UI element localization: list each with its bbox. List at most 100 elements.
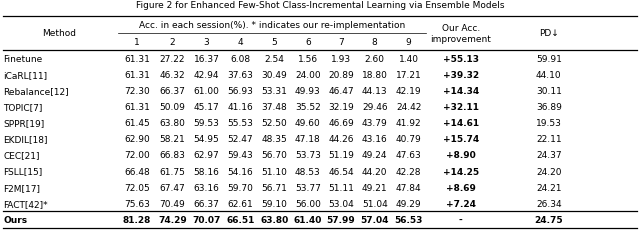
- Text: 66.51: 66.51: [226, 215, 255, 224]
- Text: Rebalance[12]: Rebalance[12]: [3, 87, 69, 96]
- Text: 27.22: 27.22: [160, 55, 185, 64]
- Text: 30.49: 30.49: [261, 71, 287, 79]
- Text: +39.32: +39.32: [443, 71, 479, 79]
- Text: Method: Method: [42, 29, 76, 38]
- Text: 44.20: 44.20: [362, 167, 387, 176]
- Text: 48.53: 48.53: [295, 167, 321, 176]
- Text: 52.50: 52.50: [261, 119, 287, 128]
- Text: 54.95: 54.95: [193, 135, 220, 144]
- Text: 6.08: 6.08: [230, 55, 250, 64]
- Text: 49.60: 49.60: [295, 119, 321, 128]
- Text: 56.70: 56.70: [261, 151, 287, 160]
- Text: 2: 2: [170, 38, 175, 47]
- Text: 49.93: 49.93: [295, 87, 321, 96]
- Text: 51.19: 51.19: [328, 151, 354, 160]
- Text: iCaRL[11]: iCaRL[11]: [3, 71, 47, 79]
- Text: 37.63: 37.63: [227, 71, 253, 79]
- Text: 41.16: 41.16: [227, 103, 253, 112]
- Text: 47.84: 47.84: [396, 183, 422, 192]
- Text: 63.16: 63.16: [193, 183, 220, 192]
- Text: FSLL[15]: FSLL[15]: [3, 167, 42, 176]
- Text: 55.53: 55.53: [227, 119, 253, 128]
- Text: 41.92: 41.92: [396, 119, 422, 128]
- Text: TOPIC[7]: TOPIC[7]: [3, 103, 43, 112]
- Text: +14.34: +14.34: [443, 87, 479, 96]
- Text: +14.25: +14.25: [443, 167, 479, 176]
- Text: 2.60: 2.60: [365, 55, 385, 64]
- Text: 42.28: 42.28: [396, 167, 421, 176]
- Text: 57.04: 57.04: [360, 215, 389, 224]
- Text: +14.61: +14.61: [443, 119, 479, 128]
- Text: Acc. in each session(%). * indicates our re-implementation: Acc. in each session(%). * indicates our…: [139, 21, 405, 30]
- Text: 61.31: 61.31: [124, 55, 150, 64]
- Text: 81.28: 81.28: [123, 215, 151, 224]
- Text: 56.71: 56.71: [261, 183, 287, 192]
- Text: Our Acc.
improvement: Our Acc. improvement: [430, 24, 492, 44]
- Text: 62.90: 62.90: [124, 135, 150, 144]
- Text: 1: 1: [134, 38, 140, 47]
- Text: 4: 4: [237, 38, 243, 47]
- Text: 19.53: 19.53: [536, 119, 562, 128]
- Text: 2.54: 2.54: [264, 55, 284, 64]
- Text: 52.47: 52.47: [227, 135, 253, 144]
- Text: 54.16: 54.16: [227, 167, 253, 176]
- Text: 5: 5: [271, 38, 277, 47]
- Text: 51.11: 51.11: [328, 183, 354, 192]
- Text: 58.16: 58.16: [193, 167, 220, 176]
- Text: 66.83: 66.83: [159, 151, 186, 160]
- Text: 72.05: 72.05: [124, 183, 150, 192]
- Text: 16.37: 16.37: [193, 55, 220, 64]
- Text: 42.94: 42.94: [194, 71, 219, 79]
- Text: +55.13: +55.13: [443, 55, 479, 64]
- Text: 29.46: 29.46: [362, 103, 388, 112]
- Text: +8.90: +8.90: [446, 151, 476, 160]
- Text: 53.31: 53.31: [261, 87, 287, 96]
- Text: 7: 7: [339, 38, 344, 47]
- Text: 61.40: 61.40: [294, 215, 322, 224]
- Text: 59.91: 59.91: [536, 55, 562, 64]
- Text: 1.93: 1.93: [331, 55, 351, 64]
- Text: 70.49: 70.49: [159, 199, 186, 208]
- Text: 44.13: 44.13: [362, 87, 388, 96]
- Text: EKDIL[18]: EKDIL[18]: [3, 135, 48, 144]
- Text: 46.47: 46.47: [328, 87, 354, 96]
- Text: 24.42: 24.42: [396, 103, 421, 112]
- Text: 17.21: 17.21: [396, 71, 422, 79]
- Text: 47.63: 47.63: [396, 151, 422, 160]
- Text: 53.77: 53.77: [295, 183, 321, 192]
- Text: 44.26: 44.26: [328, 135, 354, 144]
- Text: 48.35: 48.35: [261, 135, 287, 144]
- Text: 51.04: 51.04: [362, 199, 388, 208]
- Text: 47.18: 47.18: [295, 135, 321, 144]
- Text: 35.52: 35.52: [295, 103, 321, 112]
- Text: 24.20: 24.20: [536, 167, 561, 176]
- Text: 45.17: 45.17: [193, 103, 220, 112]
- Text: 59.53: 59.53: [193, 119, 220, 128]
- Text: 30.11: 30.11: [536, 87, 562, 96]
- Text: 40.79: 40.79: [396, 135, 422, 144]
- Text: 59.10: 59.10: [261, 199, 287, 208]
- Text: Finetune: Finetune: [3, 55, 42, 64]
- Text: 63.80: 63.80: [159, 119, 186, 128]
- Text: 72.00: 72.00: [124, 151, 150, 160]
- Text: 36.89: 36.89: [536, 103, 562, 112]
- Text: 32.19: 32.19: [328, 103, 354, 112]
- Text: 66.37: 66.37: [159, 87, 186, 96]
- Text: 20.89: 20.89: [328, 71, 354, 79]
- Text: 49.29: 49.29: [396, 199, 422, 208]
- Text: 63.80: 63.80: [260, 215, 289, 224]
- Text: 56.00: 56.00: [295, 199, 321, 208]
- Text: 61.31: 61.31: [124, 71, 150, 79]
- Text: 26.34: 26.34: [536, 199, 562, 208]
- Text: 67.47: 67.47: [159, 183, 186, 192]
- Text: 53.04: 53.04: [328, 199, 354, 208]
- Text: SPPR[19]: SPPR[19]: [3, 119, 44, 128]
- Text: 61.75: 61.75: [159, 167, 186, 176]
- Text: 49.24: 49.24: [362, 151, 387, 160]
- Text: 1.40: 1.40: [399, 55, 419, 64]
- Text: CEC[21]: CEC[21]: [3, 151, 40, 160]
- Text: 6: 6: [305, 38, 310, 47]
- Text: 1.56: 1.56: [298, 55, 318, 64]
- Text: 24.00: 24.00: [295, 71, 321, 79]
- Text: 46.32: 46.32: [159, 71, 186, 79]
